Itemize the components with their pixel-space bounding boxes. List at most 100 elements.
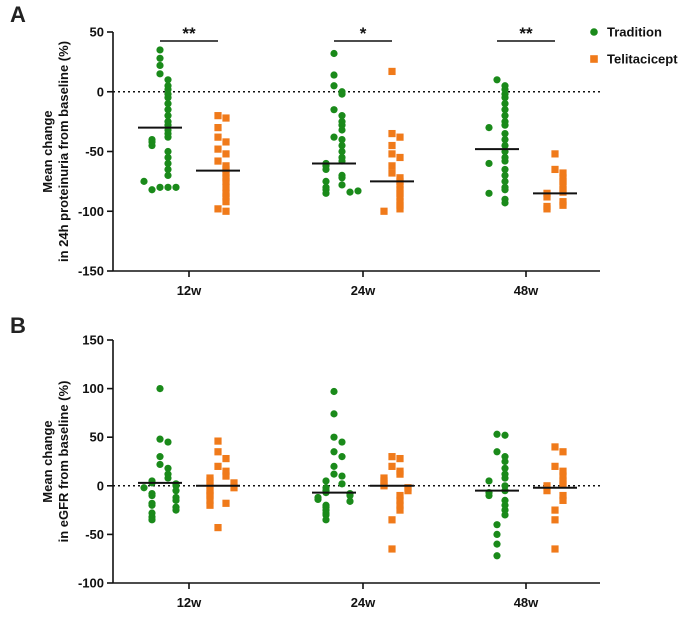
data-point-tradition: [164, 159, 172, 168]
data-point-tradition: [164, 76, 172, 84]
data-point-telitacicept: [222, 467, 230, 475]
data-point-tradition: [501, 464, 509, 472]
y-tick-label: 0: [97, 84, 104, 99]
data-point-tradition: [322, 189, 330, 197]
data-point-telitacicept: [222, 198, 230, 206]
data-point-tradition: [501, 431, 509, 439]
data-point-tradition: [338, 181, 346, 189]
data-point-telitacicept: [214, 145, 222, 153]
data-point-tradition: [501, 457, 509, 466]
data-point-telitacicept: [559, 496, 567, 504]
data-point-telitacicept: [222, 193, 230, 201]
data-point-telitacicept: [388, 162, 396, 170]
data-point-telitacicept: [551, 150, 559, 158]
panel-b: B 150 100 50 0 -50 -100 12w 24w 48w Mean change in …: [10, 313, 600, 610]
data-point-tradition: [493, 552, 501, 560]
data-point-tradition: [330, 470, 338, 478]
data-point-tradition: [322, 177, 330, 185]
legend-marker-telitacicept: [590, 55, 598, 63]
panel-a: A 50 0 -50 -100 -150 12w 24w 48w Mean change in 24…: [10, 2, 600, 298]
data-point-telitacicept: [222, 169, 230, 177]
data-point-telitacicept: [206, 477, 214, 485]
data-point-tradition: [140, 177, 148, 185]
data-point-telitacicept: [222, 177, 230, 185]
data-point-tradition: [330, 106, 338, 114]
data-point-tradition: [346, 188, 354, 196]
data-point-telitacicept: [230, 479, 238, 487]
data-point-tradition: [164, 153, 172, 162]
legend-marker-tradition: [590, 28, 598, 36]
data-point-tradition: [501, 135, 509, 144]
data-point-tradition: [354, 187, 362, 195]
data-point-tradition: [501, 186, 509, 194]
data-point-telitacicept: [388, 150, 396, 158]
data-point-telitacicept: [214, 205, 222, 213]
data-point-tradition: [493, 430, 501, 438]
data-point-tradition: [164, 94, 172, 102]
data-point-telitacicept: [230, 484, 238, 492]
data-point-tradition: [501, 106, 509, 114]
y-tick-label: 0: [97, 478, 104, 493]
data-point-telitacicept: [543, 193, 551, 201]
data-point-tradition: [156, 435, 164, 443]
data-point-tradition: [148, 516, 156, 524]
data-point-telitacicept: [214, 124, 222, 132]
data-point-telitacicept: [388, 129, 396, 138]
data-point-tradition: [330, 410, 338, 418]
data-point-tradition: [172, 183, 180, 191]
y-axis-label: Mean change: [40, 110, 55, 192]
data-point-tradition: [330, 433, 338, 441]
data-point-telitacicept: [559, 201, 567, 209]
legend: Tradition Telitacicept: [590, 25, 678, 67]
data-point-tradition: [148, 141, 156, 150]
data-point-tradition: [501, 157, 509, 165]
data-point-telitacicept: [396, 470, 404, 478]
data-point-tradition: [140, 484, 148, 492]
data-point-tradition: [148, 186, 156, 194]
data-point-tradition: [164, 183, 172, 191]
x-tick-label: 24w: [351, 283, 376, 298]
data-point-tradition: [156, 46, 164, 54]
x-tick-label: 12w: [177, 283, 202, 298]
x-tick-label: 12w: [177, 595, 202, 610]
data-point-telitacicept: [404, 487, 412, 495]
y-tick-label: -150: [78, 264, 104, 279]
data-point-tradition: [338, 472, 346, 480]
data-point-telitacicept: [396, 133, 404, 141]
data-point-tradition: [338, 112, 346, 120]
data-point-telitacicept: [214, 112, 222, 120]
data-point-telitacicept: [551, 545, 559, 553]
data-point-tradition: [164, 147, 172, 156]
data-point-telitacicept: [396, 193, 404, 201]
data-point-tradition: [501, 199, 509, 207]
data-point-tradition: [330, 82, 338, 90]
x-tick-label: 48w: [514, 283, 539, 298]
data-point-tradition: [485, 189, 493, 197]
data-point-tradition: [485, 491, 493, 500]
data-point-tradition: [501, 129, 509, 138]
data-point-telitacicept: [380, 207, 388, 215]
data-point-tradition: [338, 147, 346, 156]
x-tick-label: 24w: [351, 595, 376, 610]
data-point-tradition: [156, 54, 164, 62]
data-point-tradition: [346, 497, 354, 505]
data-point-tradition: [156, 385, 164, 393]
y-tick-label: -100: [78, 576, 104, 591]
data-point-tradition: [501, 177, 509, 185]
data-point-telitacicept: [222, 150, 230, 158]
data-point-telitacicept: [222, 138, 230, 146]
data-point-tradition: [501, 165, 509, 174]
data-point-tradition: [156, 460, 164, 469]
data-point-tradition: [164, 133, 172, 141]
y-tick-label: 150: [82, 333, 104, 348]
x-tick-label: 48w: [514, 595, 539, 610]
data-point-tradition: [501, 141, 509, 150]
significance-label: **: [519, 24, 533, 43]
data-point-tradition: [485, 477, 493, 485]
data-point-telitacicept: [388, 67, 396, 76]
data-point-telitacicept: [222, 472, 230, 480]
data-point-tradition: [501, 112, 509, 120]
data-point-tradition: [314, 495, 322, 504]
data-point-telitacicept: [559, 472, 567, 480]
